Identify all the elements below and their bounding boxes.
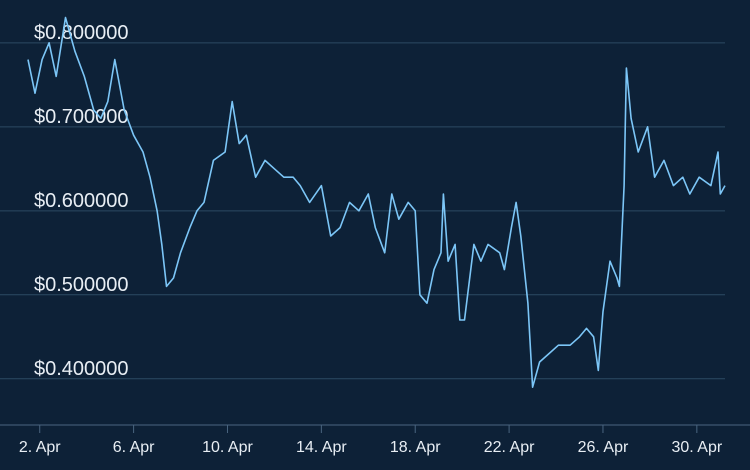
x-tick-label: 26. Apr (578, 439, 629, 456)
x-tick-label: 10. Apr (202, 439, 253, 456)
x-tick-label: 30. Apr (671, 439, 722, 456)
y-tick-label: $0.400000 (34, 358, 129, 380)
x-tick-label: 2. Apr (19, 439, 61, 456)
y-tick-label: $0.500000 (34, 274, 129, 296)
y-tick-label: $0.800000 (34, 22, 129, 44)
y-tick-label: $0.700000 (34, 106, 129, 128)
price-line (27, 16, 726, 388)
x-tick-label: 22. Apr (484, 439, 535, 456)
x-tick-label: 14. Apr (296, 439, 347, 456)
x-tick-label: 18. Apr (390, 439, 441, 456)
y-tick-label: $0.600000 (34, 190, 129, 212)
x-tick-label: 6. Apr (113, 439, 155, 456)
